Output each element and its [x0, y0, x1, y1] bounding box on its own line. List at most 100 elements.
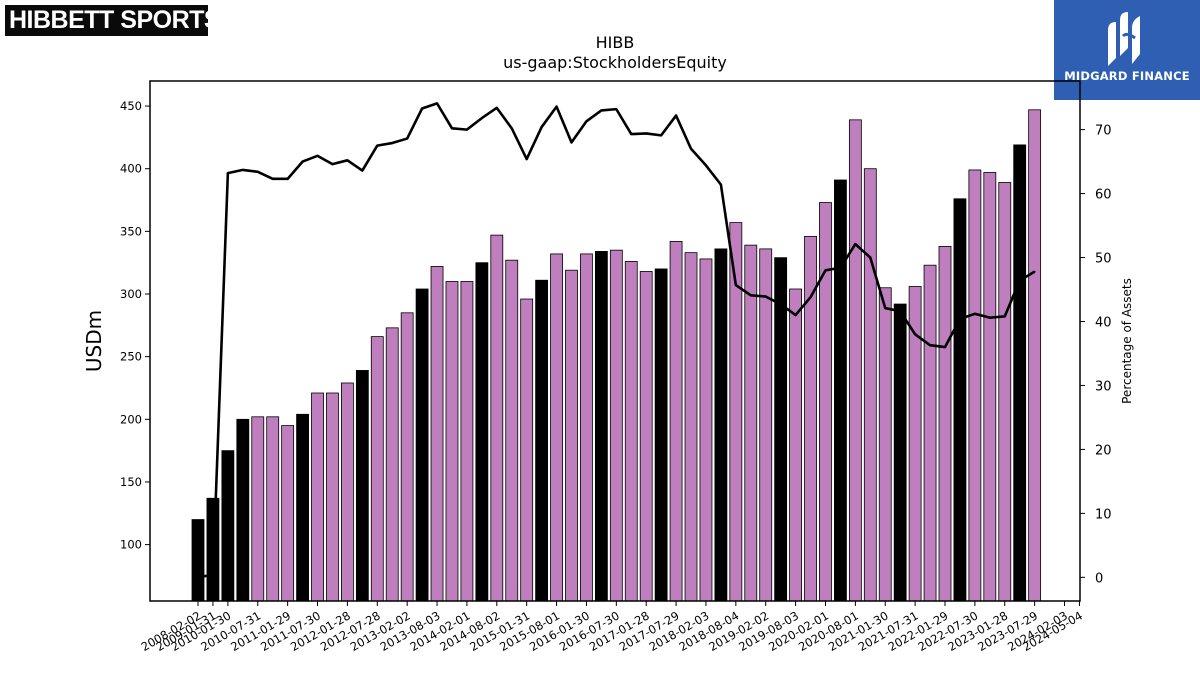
percentage-point — [914, 333, 917, 336]
equity-bar — [654, 268, 668, 602]
percentage-point — [570, 141, 573, 144]
y2-tick-label: 20 — [1095, 443, 1112, 458]
equity-bar — [326, 392, 339, 602]
equity-bar — [445, 281, 459, 602]
equity-bar — [938, 245, 952, 602]
equity-bar — [834, 179, 847, 602]
y-axis-right: 0 10 20 30 40 50 60 70 — [1080, 124, 1112, 586]
y-tick-label: 400 — [120, 162, 142, 176]
equity-bar — [311, 392, 324, 602]
equity-bar — [505, 259, 519, 602]
percentage-point — [197, 576, 199, 579]
equity-bar — [998, 182, 1012, 602]
percentage-point — [734, 284, 737, 286]
logo-left-text: HIBBETT SPORTS — [9, 6, 221, 34]
percentage-point — [675, 114, 677, 117]
equity-bar — [520, 298, 534, 602]
percentage-point — [466, 128, 468, 131]
equity-bar — [789, 288, 802, 602]
equity-bar — [609, 249, 623, 602]
midgard-logo-icon — [1108, 12, 1140, 66]
plot-frame — [149, 80, 1081, 602]
y-tick-label: 150 — [120, 475, 142, 489]
percentage-point — [854, 243, 857, 246]
y2-axis-label: Percentage of Assets — [1120, 278, 1134, 404]
percentage-point — [899, 310, 902, 313]
midgard-finance-text: MIDGARD FINANCE — [1064, 69, 1190, 83]
equity-bar — [594, 251, 608, 602]
equity-bar — [251, 416, 265, 602]
percentage-point — [406, 137, 409, 140]
y-tick-label: 100 — [120, 538, 142, 552]
equity-bar — [475, 262, 489, 602]
y-tick-label: 350 — [120, 224, 142, 238]
percentage-point — [436, 102, 438, 105]
percentage-point — [1033, 270, 1036, 273]
y-tick-label: 200 — [120, 412, 142, 426]
percentage-point — [944, 346, 946, 348]
percentage-point — [1003, 315, 1006, 318]
percentage-point — [749, 294, 752, 297]
percentage-point — [271, 177, 274, 180]
equity-bar — [296, 413, 309, 602]
percentage-point — [316, 154, 319, 157]
equity-bar — [699, 258, 713, 602]
midgard-finance-logo: MIDGARD FINANCE — [1054, 0, 1200, 100]
percentage-point — [226, 172, 229, 175]
percentage-point — [525, 158, 528, 160]
percentage-point — [361, 169, 364, 172]
percentage-point — [705, 164, 707, 167]
percentage-point — [809, 296, 812, 299]
percentage-point — [286, 177, 289, 180]
equity-bar — [565, 269, 578, 602]
hibbett-sports-logo: HIBBETT SPORTS® — [5, 5, 228, 36]
y-tick-label: 300 — [120, 287, 142, 301]
y-axis-label: USDm — [82, 310, 106, 372]
equity-bar — [281, 425, 295, 602]
percentage-point — [585, 120, 588, 123]
equity-bar — [759, 248, 773, 602]
equity-bar — [893, 303, 907, 602]
equity-bar — [221, 450, 235, 602]
equity-bar — [400, 312, 414, 602]
equity-bar — [340, 382, 354, 602]
percentage-point — [510, 127, 513, 130]
percentage-point — [988, 316, 991, 319]
equity-bar — [430, 266, 444, 602]
equity-bar — [490, 234, 504, 602]
percentage-point — [660, 134, 663, 137]
percentage-point — [495, 106, 498, 109]
percentage-point — [1018, 279, 1021, 282]
percentage-point — [929, 344, 931, 347]
equity-bar — [639, 271, 653, 602]
percentage-point — [869, 256, 872, 259]
percentage-point — [779, 303, 782, 306]
line-series — [197, 102, 1036, 579]
y2-tick-label: 60 — [1095, 188, 1112, 203]
equity-bar — [684, 252, 698, 602]
percentage-point — [600, 109, 603, 112]
y2-tick-label: 10 — [1095, 507, 1112, 522]
equity-bar — [848, 119, 862, 602]
equity-bar — [355, 370, 369, 602]
y2-tick-label: 70 — [1095, 124, 1112, 139]
equity-bar — [385, 327, 399, 602]
equity-bar — [1013, 144, 1027, 602]
percentage-point — [421, 107, 423, 110]
equity-bar — [968, 169, 982, 602]
percentage-point — [451, 127, 453, 130]
y-tick-label: 250 — [120, 350, 142, 364]
equity-bar — [236, 418, 250, 602]
equity-bar — [370, 336, 384, 602]
y2-tick-label: 30 — [1095, 379, 1112, 394]
equity-bar — [744, 244, 758, 602]
percentage-point — [391, 142, 394, 144]
percentage-point — [720, 183, 722, 186]
equity-bar — [983, 172, 997, 602]
percentage-point — [824, 269, 827, 272]
percentage-point — [480, 117, 483, 119]
percentage-point — [690, 147, 692, 150]
equity-bar — [191, 519, 205, 602]
percentage-point — [301, 160, 304, 163]
